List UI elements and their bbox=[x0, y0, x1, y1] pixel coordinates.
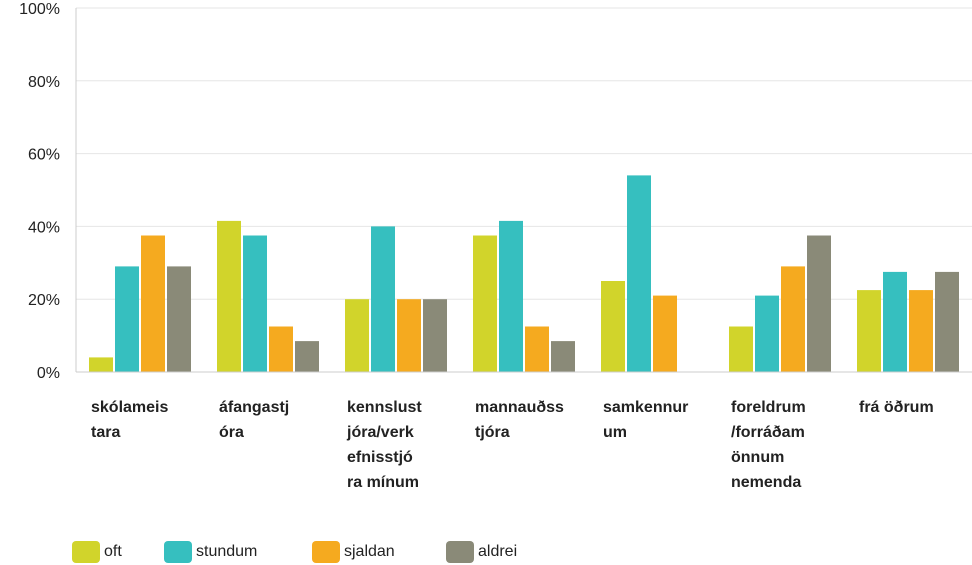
gridlines bbox=[76, 7, 972, 300]
y-tick-label: 100% bbox=[19, 1, 60, 18]
y-axis-ticks: 0% 20% 40% 60% 80% 100% bbox=[19, 1, 60, 382]
legend-label: sjaldan bbox=[344, 543, 395, 560]
legend-item-oft: oft bbox=[72, 541, 122, 563]
bar-oft bbox=[729, 326, 753, 372]
legend-label: oft bbox=[104, 543, 122, 560]
bar-stundum bbox=[243, 235, 267, 372]
legend-swatch bbox=[446, 541, 474, 563]
bar-stundum bbox=[371, 226, 395, 372]
x-category-label-line: um bbox=[603, 424, 627, 441]
x-category-label-line: nemenda bbox=[731, 474, 802, 491]
y-tick-label: 0% bbox=[37, 365, 60, 382]
y-tick-label: 80% bbox=[28, 74, 60, 91]
bar-stundum bbox=[115, 266, 139, 372]
legend-label: aldrei bbox=[478, 543, 518, 560]
x-category-label-line: önnum bbox=[731, 449, 785, 466]
x-category-label-line: skólameis bbox=[91, 399, 169, 416]
bar-aldrei bbox=[935, 271, 959, 372]
bar-sjaldan bbox=[525, 326, 549, 372]
x-category-label: frá öðrum bbox=[859, 395, 969, 420]
legend-label: stundum bbox=[196, 543, 258, 560]
legend-swatch bbox=[72, 541, 100, 563]
x-category-label-line: /forráðam bbox=[731, 424, 805, 441]
x-category-label: samkennur um bbox=[603, 395, 713, 445]
legend-swatch bbox=[312, 541, 340, 563]
bar-sjaldan bbox=[653, 295, 677, 372]
legend-item-sjaldan: sjaldan bbox=[312, 541, 395, 563]
bar-sjaldan bbox=[397, 299, 421, 372]
legend-item-aldrei: aldrei bbox=[446, 541, 517, 563]
x-category-label-line: samkennur bbox=[603, 399, 689, 416]
bar-stundum bbox=[883, 271, 907, 372]
x-category-label-line: frá öðrum bbox=[859, 399, 934, 416]
bar-oft bbox=[857, 290, 881, 372]
x-category-label-line: efnisstjó bbox=[347, 449, 413, 466]
x-category-label: foreldrum/forráðam önnum nemenda bbox=[731, 395, 841, 495]
legend-item-stundum: stundum bbox=[164, 541, 257, 563]
bar-aldrei bbox=[807, 235, 831, 372]
bar-aldrei bbox=[423, 299, 447, 372]
x-category-label: mannauðss tjóra bbox=[475, 395, 585, 445]
bar-sjaldan bbox=[269, 326, 293, 372]
bar-sjaldan bbox=[141, 235, 165, 372]
x-category-label-line: kennslust bbox=[347, 399, 422, 416]
legend-swatch bbox=[164, 541, 192, 563]
x-category-label-line: tjóra bbox=[475, 424, 510, 441]
x-category-label-line: óra bbox=[219, 424, 244, 441]
x-category-label: kennslust jóra/verk efnisstjó ra mínum bbox=[347, 395, 457, 495]
x-category-label-line: foreldrum bbox=[731, 399, 806, 416]
x-category-label-line: tara bbox=[91, 424, 121, 441]
bars bbox=[89, 175, 959, 372]
bar-aldrei bbox=[551, 341, 575, 372]
bar-stundum bbox=[755, 295, 779, 372]
x-category-label-line: mannauðss bbox=[475, 399, 564, 416]
bar-sjaldan bbox=[781, 266, 805, 372]
y-tick-label: 40% bbox=[28, 219, 60, 236]
bar-oft bbox=[217, 220, 241, 372]
bar-aldrei bbox=[167, 266, 191, 372]
x-category-label: áfangastj óra bbox=[219, 395, 329, 445]
bar-oft bbox=[601, 281, 625, 372]
x-category-label-line: jóra/verk bbox=[347, 424, 414, 441]
x-category-label-line: áfangastj bbox=[219, 399, 290, 416]
x-category-label-line: ra mínum bbox=[347, 474, 420, 491]
bar-chart: 0% 20% 40% 60% 80% 100% bbox=[19, 1, 972, 382]
bar-oft bbox=[89, 357, 113, 372]
bar-aldrei bbox=[295, 341, 319, 372]
bar-sjaldan bbox=[909, 290, 933, 372]
bar-oft bbox=[473, 235, 497, 372]
bar-stundum bbox=[499, 220, 523, 372]
y-tick-label: 20% bbox=[28, 292, 60, 309]
bar-oft bbox=[345, 299, 369, 372]
x-category-label: skólameis tara bbox=[91, 395, 201, 445]
bar-stundum bbox=[627, 175, 651, 372]
y-tick-label: 60% bbox=[28, 147, 60, 164]
